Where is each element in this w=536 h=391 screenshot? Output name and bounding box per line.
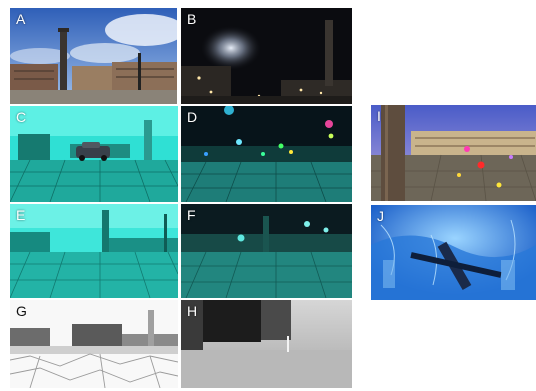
panel-i-stylized-render: I xyxy=(371,105,536,201)
panel-i-image xyxy=(371,105,536,201)
panel-c-cyan-render-car: C xyxy=(10,106,178,202)
panel-c-image xyxy=(10,106,178,202)
panel-f-image xyxy=(181,204,352,298)
panel-e-image xyxy=(10,204,178,298)
panel-j-image xyxy=(371,205,536,300)
panel-d-dark-render-lights: D xyxy=(181,106,352,202)
panel-d-image xyxy=(181,106,352,202)
panel-f-dark-teal-render: F xyxy=(181,204,352,298)
panel-b-image xyxy=(181,8,352,104)
panel-a-image xyxy=(10,8,177,104)
panel-a-daytime-photo: A xyxy=(10,8,177,104)
panel-e-cyan-render-plaza: E xyxy=(10,204,178,298)
panel-h-image xyxy=(181,300,352,388)
panel-j-blue-render: J xyxy=(371,205,536,300)
panel-g-image xyxy=(10,300,178,388)
panel-g-depth-map: G xyxy=(10,300,178,388)
panel-b-night-photo: B xyxy=(181,8,352,104)
panel-h-grayscale-map: H xyxy=(181,300,352,388)
